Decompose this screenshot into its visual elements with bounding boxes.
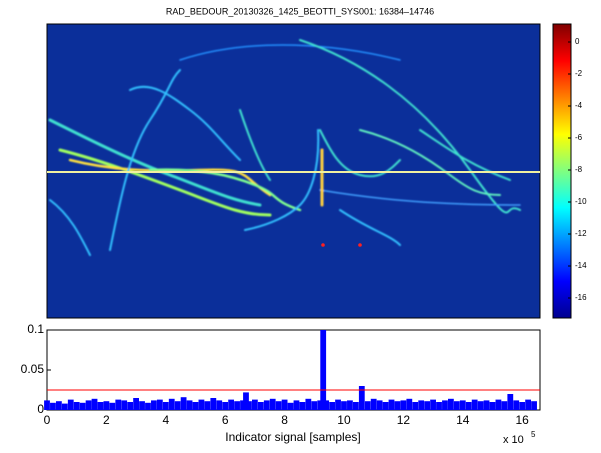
y-tick-label: 0.05 — [21, 362, 45, 376]
colorbar-tick-label: -14 — [575, 261, 587, 270]
colorbar-tick-label: -4 — [575, 101, 583, 110]
x-tick-label: 14 — [456, 413, 470, 427]
x-multiplier: x 10 — [503, 434, 524, 446]
colorbar-tick-label: -10 — [575, 197, 587, 206]
colorbar-tick-label: -6 — [575, 133, 583, 142]
detection-dot — [321, 243, 325, 247]
signal-axes — [46, 329, 541, 411]
y-tick-label: 0 — [37, 402, 44, 416]
colorbar-tick-label: -8 — [575, 165, 583, 174]
x-tick-label: 12 — [397, 413, 411, 427]
x-axis-label: Indicator signal [samples] — [225, 430, 360, 444]
colorbar-tick-label: 0 — [575, 37, 580, 46]
x-tick-label: 8 — [281, 413, 288, 427]
x-tick-label: 6 — [222, 413, 229, 427]
x-tick-label: 0 — [44, 413, 51, 427]
x-tick-label: 16 — [516, 413, 530, 427]
x-tick-label: 2 — [103, 413, 110, 427]
colorbar-tick-label: -2 — [575, 69, 583, 78]
spectrogram-traces — [48, 39, 521, 256]
y-tick-label: 0.1 — [27, 322, 44, 336]
colorbar — [552, 23, 572, 319]
colorbar-tick-label: -12 — [575, 229, 587, 238]
x-tick-label: 10 — [337, 413, 351, 427]
x-tick-label: 4 — [162, 413, 169, 427]
spectrogram — [46, 23, 541, 319]
chart-title: RAD_BEDOUR_20130326_1425_BEOTTI_SYS001: … — [166, 6, 434, 16]
detection-dot — [358, 243, 362, 247]
x-exponent: 5 — [531, 430, 536, 439]
colorbar-tick-label: -16 — [575, 293, 587, 302]
